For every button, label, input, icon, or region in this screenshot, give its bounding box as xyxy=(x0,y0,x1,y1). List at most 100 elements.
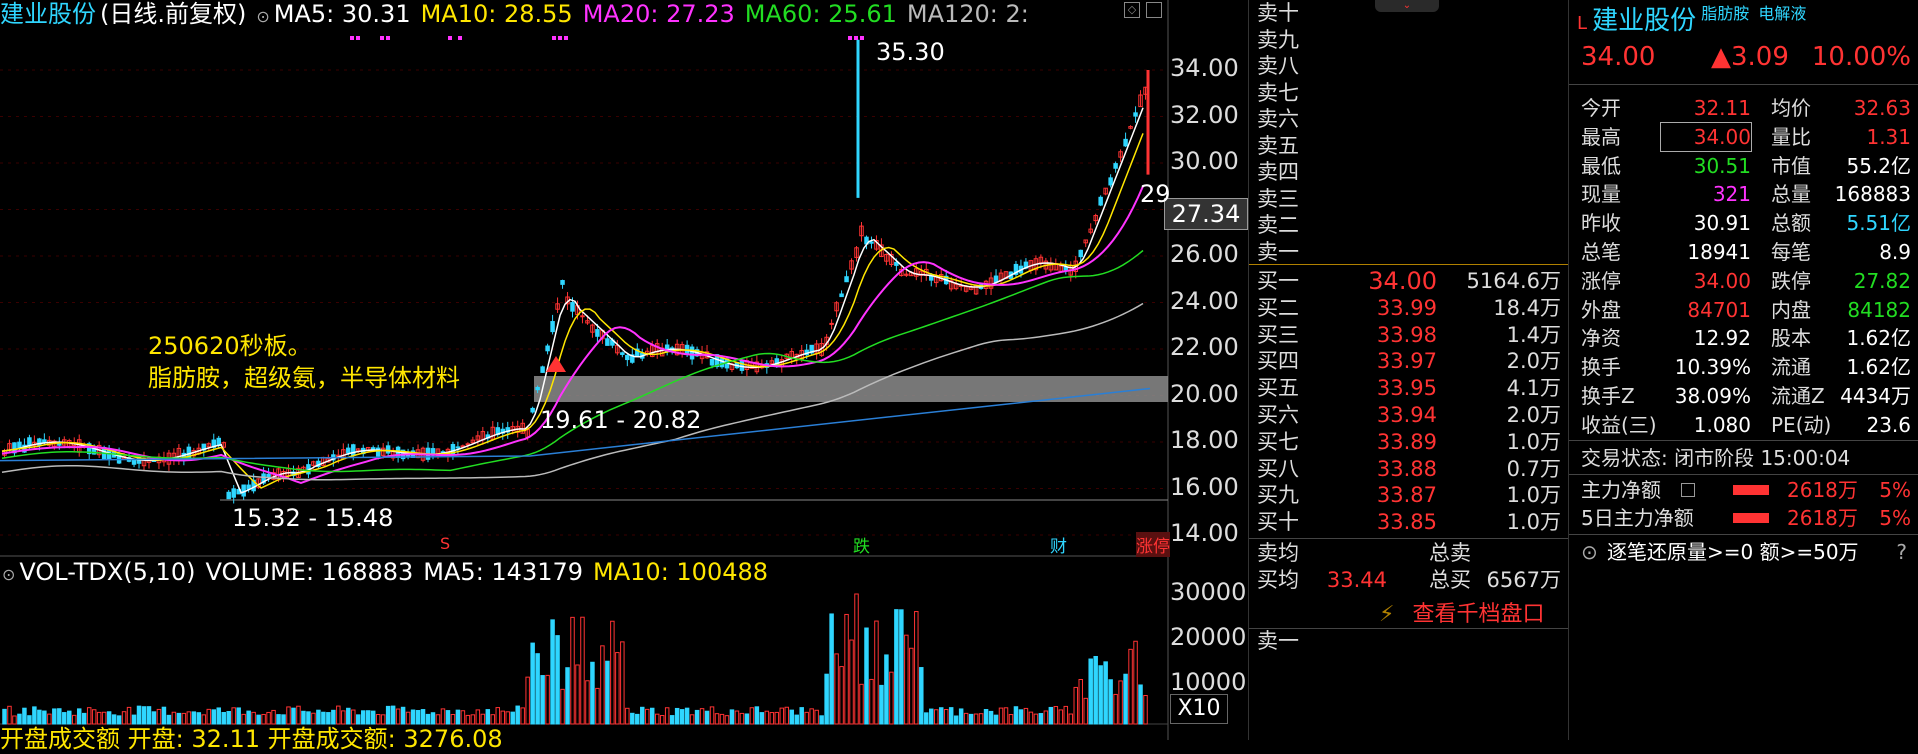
note-line-1: 250620秒板。 xyxy=(148,332,312,360)
buy-level-row[interactable]: 买三 33.98 1.4万 xyxy=(1257,322,1561,349)
candle-body xyxy=(560,280,565,285)
candle-body xyxy=(625,354,630,361)
volume-bar xyxy=(141,706,147,725)
volume-bar xyxy=(151,711,157,725)
quote-field-value: 38.09% xyxy=(1674,384,1751,408)
buy-level-row[interactable]: 买二 33.99 18.4万 xyxy=(1257,295,1561,322)
chart-expand-icon[interactable] xyxy=(1146,2,1162,18)
volume-bar xyxy=(1028,711,1034,725)
sell-level-label: 卖一 xyxy=(1257,239,1299,264)
quote-field-key: 市值 xyxy=(1771,153,1811,178)
volume-bar xyxy=(296,705,301,725)
volume-bar xyxy=(346,707,351,725)
restore-row[interactable]: ⊙ 逐笔还原量>=0 额>=50万 ? xyxy=(1581,538,1911,566)
buy-level-row[interactable]: 买六 33.94 2.0万 xyxy=(1257,402,1561,429)
buy-level-volume: 18.4万 xyxy=(1493,295,1561,320)
buy-level-row[interactable]: 买十 33.85 1.0万 xyxy=(1257,509,1561,536)
volume-bar xyxy=(380,714,386,725)
event-marker-cai[interactable]: 财 xyxy=(1050,537,1067,557)
buy-level-row[interactable]: 买九 33.87 1.0万 xyxy=(1257,482,1561,509)
quote-field-value: 1.62亿 xyxy=(1846,326,1911,351)
buy-level-row[interactable]: 买四 33.97 2.0万 xyxy=(1257,348,1561,375)
chart-stock-name: 建业股份 xyxy=(0,0,96,28)
sell-level-row[interactable]: 卖五 xyxy=(1257,133,1561,160)
sell-level-row[interactable]: 卖九 xyxy=(1257,27,1561,54)
volume-bar xyxy=(953,715,959,725)
event-marker-die[interactable]: 跌 xyxy=(853,537,870,557)
tag-concept-2[interactable]: 电解液 xyxy=(1758,4,1807,23)
candle-body xyxy=(595,329,600,337)
volume-bar xyxy=(958,708,964,725)
quote-field-key: 每笔 xyxy=(1771,240,1811,264)
volume-bar xyxy=(47,713,52,725)
menu-icon[interactable] xyxy=(1681,483,1695,497)
quote-field-key: 最低 xyxy=(1581,153,1621,178)
buy-level-volume: 2.0万 xyxy=(1506,349,1561,374)
volume-bar xyxy=(81,712,87,725)
volume-bar xyxy=(17,713,22,725)
chevron-down-icon[interactable]: ⊙ xyxy=(256,7,270,26)
buy-level-label: 买三 xyxy=(1257,322,1299,347)
ma10-value: MA10: 28.55 xyxy=(420,0,573,28)
volume-bar xyxy=(899,609,904,725)
help-icon[interactable]: ? xyxy=(1896,540,1907,564)
volume-bar xyxy=(131,714,137,725)
volume-bar xyxy=(96,711,102,725)
candle-body xyxy=(874,240,879,250)
quote-field-value: 12.92 xyxy=(1693,326,1751,351)
candle-body xyxy=(869,241,874,244)
sell-level-row[interactable]: 卖六 xyxy=(1257,106,1561,133)
candle-body xyxy=(1093,215,1098,222)
sell-level-row[interactable]: 卖八 xyxy=(1257,53,1561,80)
volume-toggle-icon[interactable]: ⊙ xyxy=(2,565,16,584)
quote-field-row: 最低 30.51 市值 55.2亿 xyxy=(1581,152,1911,180)
candle-body xyxy=(211,439,217,448)
collapse-button[interactable]: ⌄ xyxy=(1375,0,1439,12)
volume-bar xyxy=(585,680,590,725)
volume-bar xyxy=(948,707,954,725)
volume-bar xyxy=(530,642,535,725)
volume-bar xyxy=(694,709,700,725)
kline-chart-area[interactable]: 建业股份 (日线.前复权) ⊙ MA5: 30.31 MA10: 28.55 MA20: … xyxy=(0,0,1248,753)
sell-level-row[interactable]: 卖二 xyxy=(1257,212,1561,239)
volume-bar xyxy=(1048,706,1054,725)
candle-body xyxy=(380,447,386,456)
buy-level-row[interactable]: 买八 33.88 0.7万 xyxy=(1257,456,1561,483)
candle-body xyxy=(839,293,844,298)
volume-bar xyxy=(983,709,989,725)
volume-bar xyxy=(575,664,580,725)
price-tick-label: 32.00 xyxy=(1170,100,1239,129)
quote-field-value: 55.2亿 xyxy=(1846,153,1911,178)
candle-body xyxy=(1128,126,1133,129)
buy-level-row[interactable]: 买七 33.89 1.0万 xyxy=(1257,429,1561,456)
restore-toggle-icon[interactable]: ⊙ xyxy=(1581,540,1598,564)
main-net-5d-label: 5日主力净额 xyxy=(1581,506,1694,530)
sell-level-row[interactable]: 卖四 xyxy=(1257,159,1561,186)
sell-level-row[interactable]: 卖十 xyxy=(1257,0,1561,27)
quote-stock-name: 建业股份 xyxy=(1592,6,1697,36)
buy-average-row: 买均 33.44 总买 6567万 xyxy=(1257,567,1561,594)
volume-bar xyxy=(360,710,366,725)
sell-level-row[interactable]: 卖七 xyxy=(1257,80,1561,107)
buy-level-row[interactable]: 买五 33.95 4.1万 xyxy=(1257,375,1561,402)
volume-bar xyxy=(490,714,496,725)
sell-level-row[interactable]: 卖三 xyxy=(1257,186,1561,213)
buy-level-label: 买八 xyxy=(1257,456,1299,481)
volume-bar xyxy=(864,627,869,725)
quote-field-value: 4434万 xyxy=(1840,384,1911,408)
volume-bar xyxy=(161,706,167,725)
event-marker-s[interactable]: S xyxy=(440,534,451,553)
depth-link[interactable]: ⚡ 查看千档盘口 xyxy=(1379,596,1544,628)
sell-level-row[interactable]: 卖一 xyxy=(1257,239,1561,266)
volume-bar xyxy=(914,611,919,725)
buy-level-row[interactable]: 买一 34.00 5164.6万 xyxy=(1257,268,1561,295)
kline-chart-svg[interactable] xyxy=(0,0,1248,740)
tag-concept-1[interactable]: 脂肪胺 xyxy=(1701,4,1750,23)
candle-body xyxy=(849,260,854,270)
quote-field-value: 1.31 xyxy=(1866,124,1911,149)
chart-settings-icon[interactable]: ◇ xyxy=(1124,2,1140,18)
ma10-line xyxy=(1,133,1144,489)
event-marker-zhangting[interactable]: 涨停 xyxy=(1136,532,1170,557)
buy-level-volume: 1.0万 xyxy=(1506,483,1561,508)
volume-bar xyxy=(101,711,107,725)
